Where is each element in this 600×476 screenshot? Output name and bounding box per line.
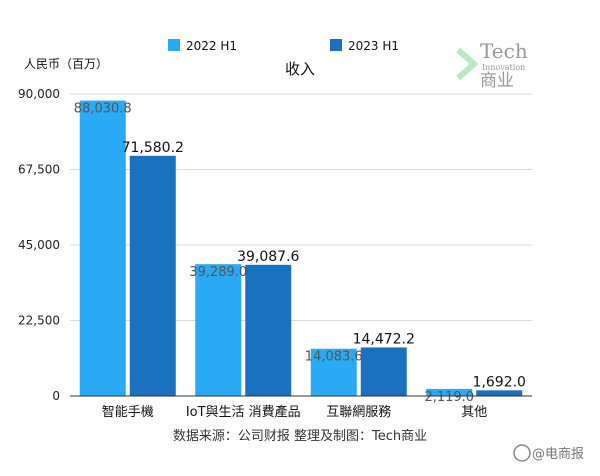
watermark-logo: Tech Innovation 商业	[456, 39, 528, 91]
bar	[476, 390, 523, 396]
bar	[129, 155, 176, 396]
y-axis-ticks: 0 22,500 45,000 67,500 90,000	[18, 87, 60, 403]
watermark-line2: Innovation	[482, 63, 525, 72]
bar	[195, 264, 242, 396]
watermark-line3: 商业	[480, 71, 514, 91]
x-category-label: IoT與生活 消費產品	[186, 404, 301, 420]
data-label: 88,030.8	[74, 102, 132, 117]
data-label: 14,472.2	[353, 331, 415, 347]
watermark-chevron-icon	[456, 47, 479, 81]
y-tick-label: 0	[52, 389, 60, 403]
chart-title: 收入	[285, 60, 315, 78]
watermark-line1: Tech	[480, 39, 528, 63]
y-axis-unit-label: 人民币（百万）	[24, 57, 108, 71]
legend-swatch	[168, 39, 180, 51]
legend-label: 2022 H1	[186, 39, 237, 53]
legend-swatch	[330, 39, 342, 51]
legend: 2022 H1 2023 H1	[168, 39, 399, 53]
x-category-label: 互聯網服務	[326, 405, 391, 420]
y-tick-label: 90,000	[18, 87, 60, 101]
bar	[310, 348, 357, 396]
data-labels: 88,030.8 71,580.2 39,289.039,087.6 14,083.6…	[74, 102, 526, 405]
bars	[79, 100, 523, 396]
legend-label: 2023 H1	[348, 39, 399, 53]
y-tick-label: 45,000	[18, 238, 60, 252]
x-category-label: 智能手機	[102, 405, 154, 420]
bar	[360, 347, 407, 396]
y-tick-label: 22,500	[18, 314, 60, 328]
bar	[79, 100, 126, 396]
bar	[245, 264, 292, 396]
data-label: 1,692.0	[473, 374, 526, 390]
bar	[426, 388, 473, 396]
corner-mark-icon	[513, 444, 531, 462]
source-note: 数据来源：公司财报 整理及制图：Tech商业	[173, 429, 427, 444]
x-axis-categories: 智能手機 IoT與生活 消費產品 互聯網服務 其他	[102, 404, 488, 420]
x-category-label: 其他	[461, 405, 487, 420]
data-label: 71,580.2	[122, 140, 184, 156]
corner-watermark: @电商报	[513, 444, 584, 462]
data-label: 14,083.6	[305, 350, 363, 365]
data-label: 39,289.0	[189, 265, 247, 280]
data-label: 39,087.6	[237, 249, 299, 265]
y-tick-label: 67,500	[18, 163, 60, 177]
data-label: 2,119.0	[424, 390, 474, 405]
corner-mark-text: @电商报	[532, 447, 584, 462]
